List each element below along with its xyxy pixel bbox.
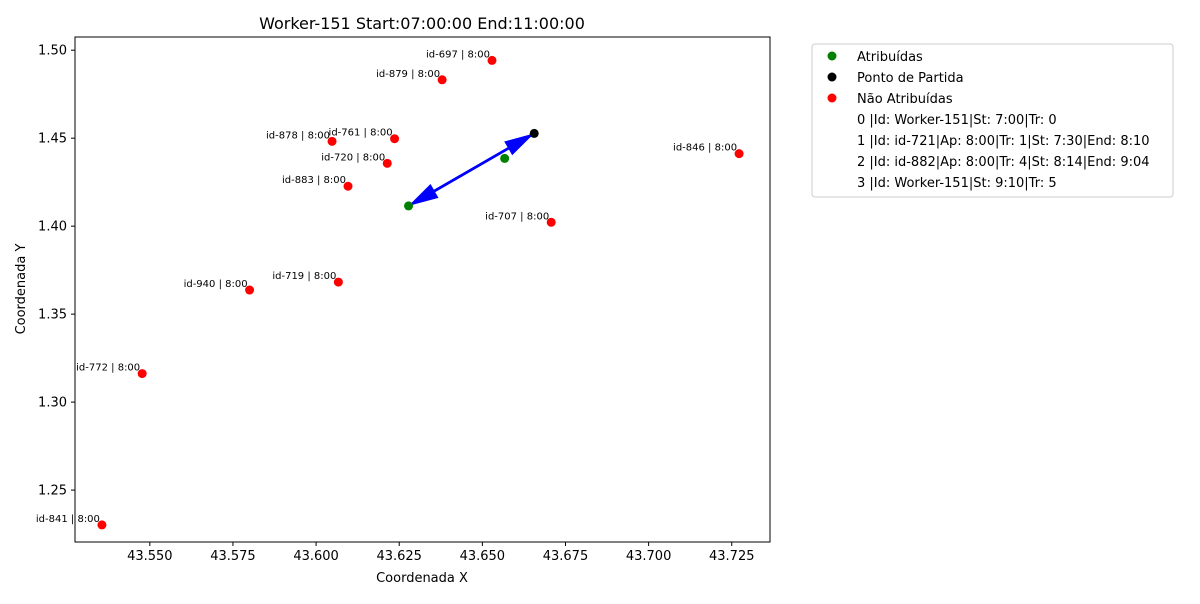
chart-marks: 43.550 43.575 43.600 43.625 43.650 43.675 43.7… [36,44,755,564]
legend-marker [827,93,837,103]
legend-entry: 1 |Id: id-721|Ap: 8:00|Tr: 1|St: 7:30|En… [857,134,1150,149]
point-label: id-940 | 8:00 [184,279,248,290]
legend-entry: Ponto de Partida [857,71,964,86]
y-tick-label: 1.30 [38,396,67,411]
point-label: id-761 | 8:00 [329,128,393,139]
data-point [97,520,107,530]
y-tick-label: 1.50 [38,44,67,59]
x-tick-label: 43.550 [127,549,173,564]
data-point [382,158,392,168]
point-label: id-772 | 8:00 [76,363,140,374]
data-point [137,369,147,379]
legend-marker [827,72,837,82]
x-axis-label: Coordenada X [376,571,468,586]
legend-entry: 0 |Id: Worker-151|St: 7:00|Tr: 0 [857,113,1057,128]
legend-entry: 2 |Id: id-882|Ap: 8:00|Tr: 4|St: 8:14|En… [857,155,1150,170]
legend-entry: Atribuídas [857,50,923,65]
x-tick-label: 43.675 [543,549,589,564]
plot-area-frame [74,36,771,543]
data-point [343,181,353,191]
data-point [333,277,343,287]
legend-marker [827,51,837,61]
data-point [734,149,744,159]
x-tick-label: 43.600 [293,549,339,564]
legend-entry: 3 |Id: Worker-151|St: 9:10|Tr: 5 [857,176,1057,191]
legend-entry: Não Atribuídas [857,92,953,107]
data-point [404,201,414,211]
data-point [546,217,556,227]
y-tick-label: 1.25 [38,484,67,499]
x-tick-label: 43.700 [626,549,672,564]
data-point [529,128,539,138]
route-arrow [407,133,535,207]
data-point [327,136,337,146]
legend: Atribuídas Ponto de Partida Não Atribuídas… [811,43,1174,198]
data-point [245,285,255,295]
point-label: id-878 | 8:00 [266,130,330,141]
x-tick-label: 43.725 [709,549,755,564]
y-axis-label: Coordenada Y [14,244,29,335]
x-tick-label: 43.575 [210,549,256,564]
y-tick-label: 1.40 [38,220,67,235]
x-tick-label: 43.650 [460,549,506,564]
point-label: id-697 | 8:00 [426,49,490,60]
y-tick-label: 1.35 [38,308,67,323]
y-tick-label: 1.45 [38,132,67,147]
point-label: id-841 | 8:00 [36,514,100,525]
data-point [437,75,447,85]
point-label: id-846 | 8:00 [673,143,737,154]
x-tick-label: 43.625 [376,549,422,564]
point-label: id-707 | 8:00 [485,211,549,222]
data-point [487,55,497,65]
chart-title: Worker-151 Start:07:00:00 End:11:00:00 [259,14,585,33]
point-label: id-719 | 8:00 [272,271,336,282]
point-label: id-720 | 8:00 [321,152,385,163]
point-label: id-883 | 8:00 [282,175,346,186]
data-point [390,134,400,144]
point-label: id-879 | 8:00 [376,69,440,80]
legend-box [811,43,1174,198]
data-point [500,153,510,163]
